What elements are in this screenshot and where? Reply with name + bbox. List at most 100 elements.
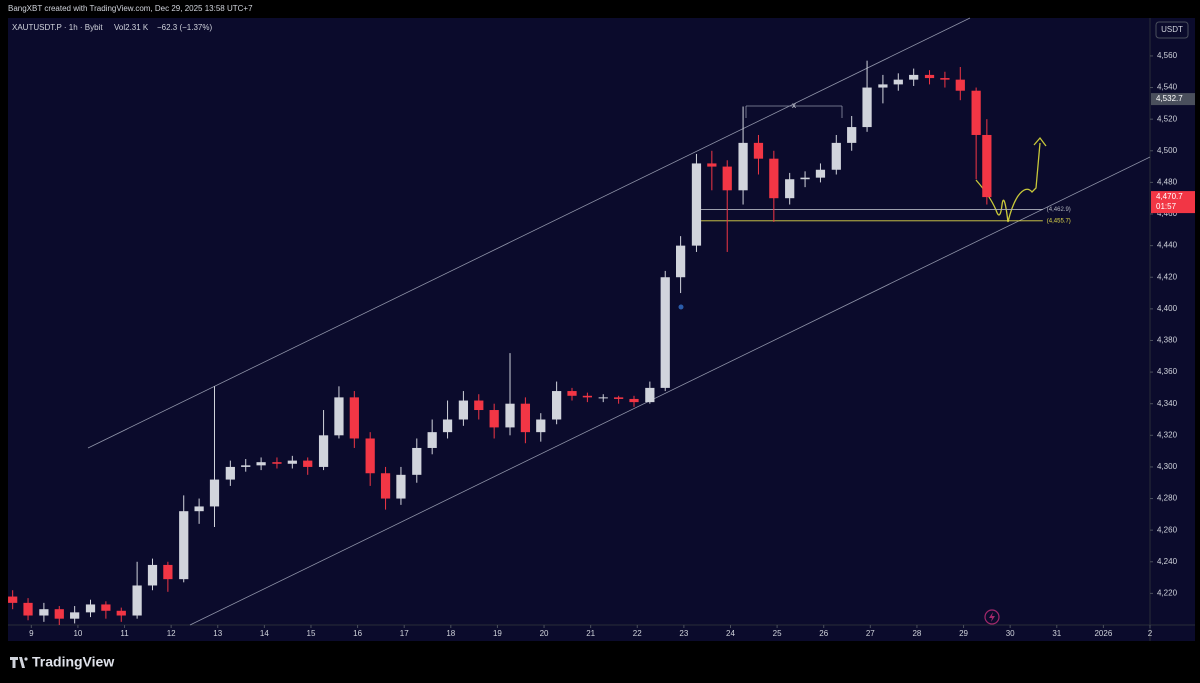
candle-body (442, 419, 453, 433)
y-tick-label: 4,460 (1157, 209, 1178, 218)
x-tick-label: 12 (167, 629, 176, 638)
candle-body (909, 74, 919, 80)
candle-body (272, 462, 282, 464)
y-tick-label: 4,560 (1157, 51, 1178, 60)
x-tick-label: 30 (1006, 629, 1015, 638)
y-tick-label: 4,300 (1157, 462, 1178, 471)
candle-body (334, 397, 344, 436)
y-tick-label: 4,400 (1157, 304, 1178, 313)
y-tick-label: 4,520 (1157, 114, 1178, 123)
x-tick-label: 13 (213, 629, 222, 638)
candle-body (225, 466, 235, 480)
candle-body (676, 245, 686, 278)
candle-body (132, 585, 142, 616)
candle-body (971, 90, 981, 135)
candle-body (209, 479, 220, 507)
dot-marker (678, 304, 684, 310)
y-tick-label: 4,360 (1157, 367, 1178, 376)
x-tick-label: 14 (260, 629, 269, 638)
x-tick-label: 29 (959, 629, 968, 638)
candle-body (660, 277, 670, 388)
candle-body (194, 506, 204, 512)
candle-body (582, 395, 593, 398)
candle-body (815, 169, 826, 178)
y-tick-label: 4,220 (1157, 588, 1178, 597)
alert-icon[interactable] (984, 609, 1000, 625)
price-label-box (1151, 93, 1195, 106)
candle-body (287, 460, 297, 464)
candle-body (256, 462, 266, 466)
y-tick-label: 4,440 (1157, 241, 1178, 250)
candle-body (520, 403, 531, 433)
legend-volume: Vol2.31 K (114, 23, 149, 32)
candle-body (163, 564, 173, 580)
plot-background (8, 18, 1195, 641)
y-tick-label: 4,500 (1157, 146, 1178, 155)
candle-body (241, 465, 251, 467)
x-tick-label: 2026 (1094, 629, 1112, 638)
candle-body (318, 435, 329, 467)
legend-symbol: XAUTUSDT.P · 1h · Bybit (12, 23, 103, 32)
candle-body (23, 602, 33, 616)
y-tick-label: 4,480 (1157, 178, 1178, 187)
x-tick-label: 28 (912, 629, 921, 638)
x-tick-label: 24 (726, 629, 735, 638)
header-credit: BangXBT created with TradingView.com, De… (8, 4, 253, 13)
candle-body (458, 400, 469, 420)
candle-body (349, 397, 359, 439)
x-tick-label: 25 (773, 629, 782, 638)
y-tick-label: 4,540 (1157, 83, 1178, 92)
candle-body (70, 612, 80, 619)
price-level-label: (4,462.9) (1047, 207, 1071, 213)
candle-body (769, 158, 779, 199)
x-tick-label: 27 (866, 629, 875, 638)
candle-body (489, 410, 499, 428)
candle-body (54, 609, 64, 619)
price-countdown: 01:57 (1156, 202, 1177, 211)
candle-body (380, 473, 391, 499)
candle-body (722, 166, 732, 191)
channel-upper (87, 17, 971, 449)
x-tick-label: 10 (73, 629, 82, 638)
candle-body (645, 387, 655, 403)
x-tick-label: 26 (819, 629, 828, 638)
x-tick-label: 9 (29, 629, 34, 638)
x-tick-label: 23 (679, 629, 688, 638)
x-tick-label: 22 (633, 629, 642, 638)
candle-body (800, 177, 810, 180)
candle-body (396, 474, 406, 499)
x-tick-label: 15 (307, 629, 316, 638)
projection-arrowhead (1033, 136, 1047, 147)
x-tick-label: 17 (400, 629, 409, 638)
price-label-box (1151, 191, 1195, 214)
x-tick-label: 11 (120, 629, 129, 638)
y-tick-label: 4,380 (1157, 336, 1178, 345)
brand-logo (10, 657, 25, 668)
currency-label[interactable]: USDT (1161, 25, 1183, 34)
currency-box[interactable] (1155, 21, 1189, 39)
alert-icon-bolt[interactable] (989, 612, 995, 622)
candle-body (427, 432, 437, 448)
x-tick-label: 2 (1148, 629, 1153, 638)
candle-body (707, 163, 717, 167)
x-tick-label: 19 (493, 629, 502, 638)
candle-body (940, 78, 950, 80)
candle-body (303, 460, 313, 467)
y-tick-label: 4,280 (1157, 494, 1178, 503)
candle-body (847, 127, 857, 143)
candle-body (614, 397, 624, 399)
candle-body (738, 142, 748, 191)
candle-body (567, 391, 577, 396)
candle-body (955, 79, 965, 91)
candle-body (982, 134, 992, 198)
x-tick-label: 16 (353, 629, 362, 638)
price-label: 4,470.7 (1156, 192, 1183, 201)
candle-body (536, 419, 546, 433)
y-tick-label: 4,240 (1157, 557, 1178, 566)
price-level-label: (4,455.7) (1047, 218, 1071, 224)
candle-body (924, 74, 935, 79)
x-tick-label: 31 (1052, 629, 1061, 638)
candle-body (893, 79, 903, 85)
